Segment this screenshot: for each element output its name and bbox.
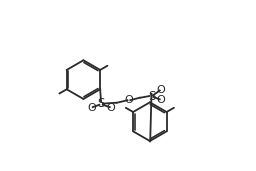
Text: S: S — [148, 89, 155, 102]
Text: O: O — [156, 85, 165, 95]
Text: O: O — [106, 103, 115, 113]
Text: O: O — [156, 95, 165, 105]
Text: O: O — [87, 103, 96, 113]
Text: S: S — [97, 97, 105, 110]
Text: O: O — [124, 95, 133, 105]
